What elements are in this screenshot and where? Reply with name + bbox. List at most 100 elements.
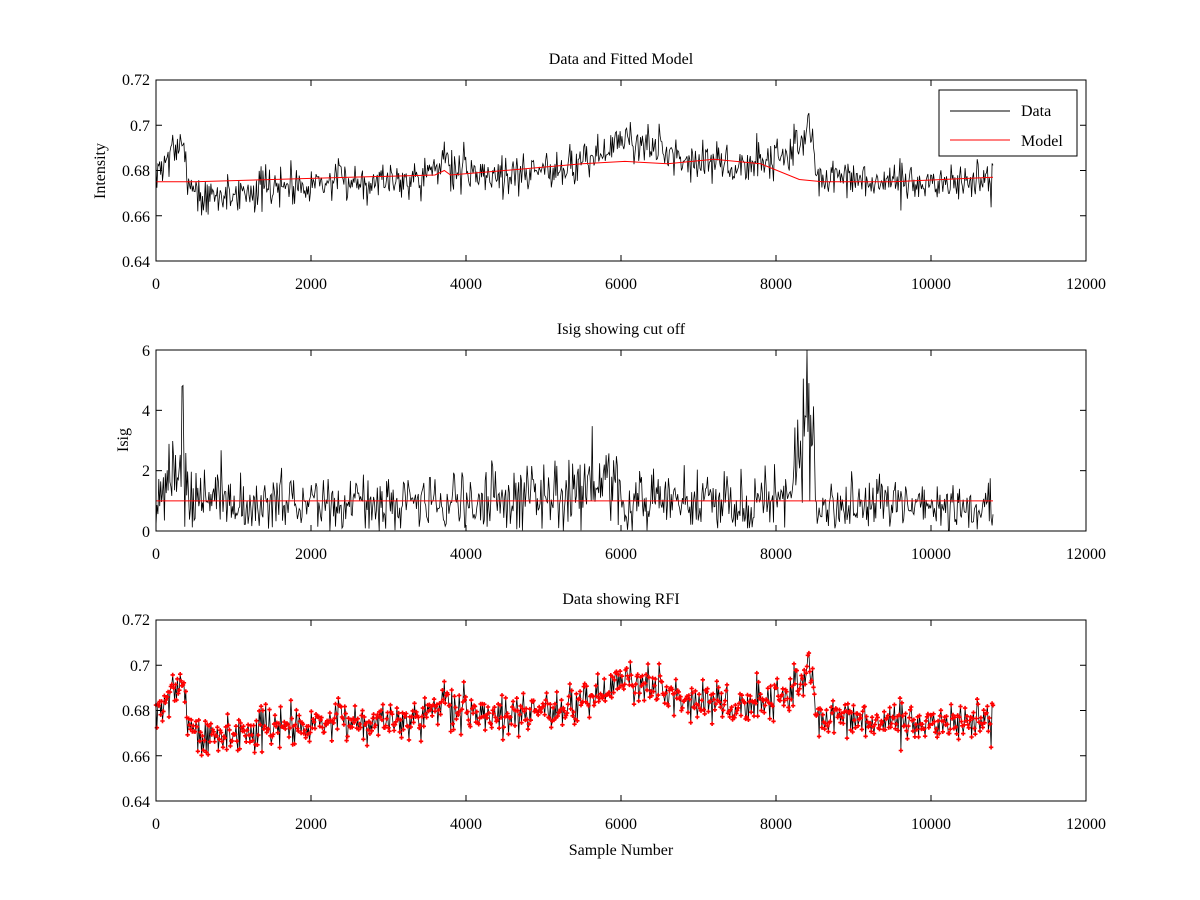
rfi-marker — [957, 715, 962, 720]
rfi-marker — [766, 700, 772, 706]
rfi-marker — [851, 703, 856, 708]
y-tick-label: 0.64 — [122, 254, 150, 271]
rfi-marker — [572, 722, 577, 727]
rfi-marker — [663, 691, 668, 696]
rfi-marker — [308, 730, 313, 735]
rfi-marker — [893, 726, 898, 731]
rfi-marker — [811, 685, 816, 690]
rfi-marker — [276, 721, 281, 726]
rfi-marker — [306, 724, 311, 729]
rfi-marker — [192, 729, 198, 734]
panel-data-and-fitted-model: Data and Fitted Model Intensity 0 2000 4… — [92, 51, 1106, 293]
rfi-marker — [895, 728, 901, 733]
rfi-marker — [829, 710, 835, 716]
rfi-marker — [167, 689, 173, 695]
rfi-marker — [448, 729, 453, 734]
rfi-marker — [843, 708, 849, 714]
rfi-marker — [359, 713, 364, 718]
rfi-marker — [753, 701, 758, 706]
rfi-marker — [388, 702, 393, 708]
rfi-marker — [699, 698, 705, 703]
rfi-marker — [418, 739, 424, 744]
rfi-marker — [273, 724, 279, 729]
rfi-marker — [692, 705, 697, 711]
rfi-marker — [316, 714, 321, 719]
rfi-marker — [211, 729, 216, 734]
rfi-marker — [923, 718, 929, 724]
rfi-marker — [267, 707, 272, 712]
rfi-marker — [855, 723, 861, 728]
rfi-marker — [606, 690, 612, 695]
rfi-marker — [234, 739, 240, 744]
rfi-marker — [659, 679, 665, 684]
rfi-marker — [940, 729, 945, 734]
rfi-marker — [831, 730, 837, 735]
rfi-marker — [237, 746, 242, 751]
rfi-marker — [728, 707, 733, 712]
rfi-marker — [965, 722, 971, 727]
rfi-marker — [420, 705, 426, 711]
rfi-marker — [807, 669, 812, 674]
x-tick-label: 2000 — [295, 546, 327, 563]
chart-title: Data and Fitted Model — [549, 51, 694, 68]
rfi-marker — [443, 701, 448, 706]
rfi-marker — [522, 709, 527, 714]
rfi-marker — [457, 693, 462, 698]
y-tick-label: 0.72 — [122, 612, 150, 629]
rfi-marker — [794, 668, 799, 673]
rfi-marker — [297, 713, 302, 718]
rfi-marker — [250, 738, 255, 743]
rfi-marker — [962, 705, 968, 711]
rfi-marker — [396, 710, 401, 716]
rfi-marker — [979, 721, 984, 727]
rfi-marker — [652, 683, 657, 688]
rfi-marker — [705, 686, 710, 691]
rfi-marker — [173, 682, 178, 687]
rfi-marker — [643, 672, 649, 677]
rfi-marker — [523, 706, 529, 711]
rfi-marker — [818, 707, 824, 712]
rfi-marker — [671, 713, 677, 718]
rfi-marker — [751, 713, 757, 719]
rfi-marker — [716, 685, 721, 690]
rfi-marker — [383, 723, 388, 728]
rfi-marker — [986, 729, 991, 734]
rfi-marker — [244, 739, 249, 744]
rfi-marker — [158, 712, 163, 717]
rfi-marker — [975, 697, 980, 702]
rfi-marker — [910, 728, 916, 734]
rfi-marker — [885, 713, 891, 718]
rfi-marker — [542, 712, 547, 717]
rfi-marker — [186, 716, 191, 721]
rfi-marker — [624, 666, 629, 671]
rfi-marker — [931, 711, 936, 716]
series-isig-line — [155, 349, 994, 532]
rfi-marker — [733, 702, 738, 708]
rfi-marker — [470, 706, 475, 711]
y-tick-label: 0.7 — [130, 118, 150, 135]
rfi-marker — [799, 673, 804, 678]
rfi-marker — [377, 714, 383, 719]
rfi-marker — [736, 705, 741, 711]
legend-label-data: Data — [1021, 103, 1051, 120]
rfi-marker — [404, 711, 409, 716]
rfi-marker — [378, 708, 384, 713]
rfi-marker — [555, 713, 560, 719]
rfi-marker — [537, 704, 542, 710]
rfi-marker — [345, 734, 350, 739]
rfi-marker — [592, 700, 598, 705]
rfi-marker — [364, 720, 369, 726]
rfi-marker — [935, 718, 941, 724]
rfi-marker — [318, 717, 323, 723]
rfi-marker — [574, 691, 579, 696]
rfi-marker — [260, 708, 266, 713]
rfi-marker — [717, 700, 722, 705]
rfi-marker — [236, 717, 241, 723]
rfi-marker — [417, 725, 422, 731]
rfi-marker — [362, 714, 367, 720]
series-model-line — [156, 158, 994, 183]
rfi-marker — [950, 712, 956, 718]
rfi-marker — [732, 715, 737, 720]
rfi-marker — [655, 696, 660, 702]
rfi-marker — [517, 712, 522, 717]
